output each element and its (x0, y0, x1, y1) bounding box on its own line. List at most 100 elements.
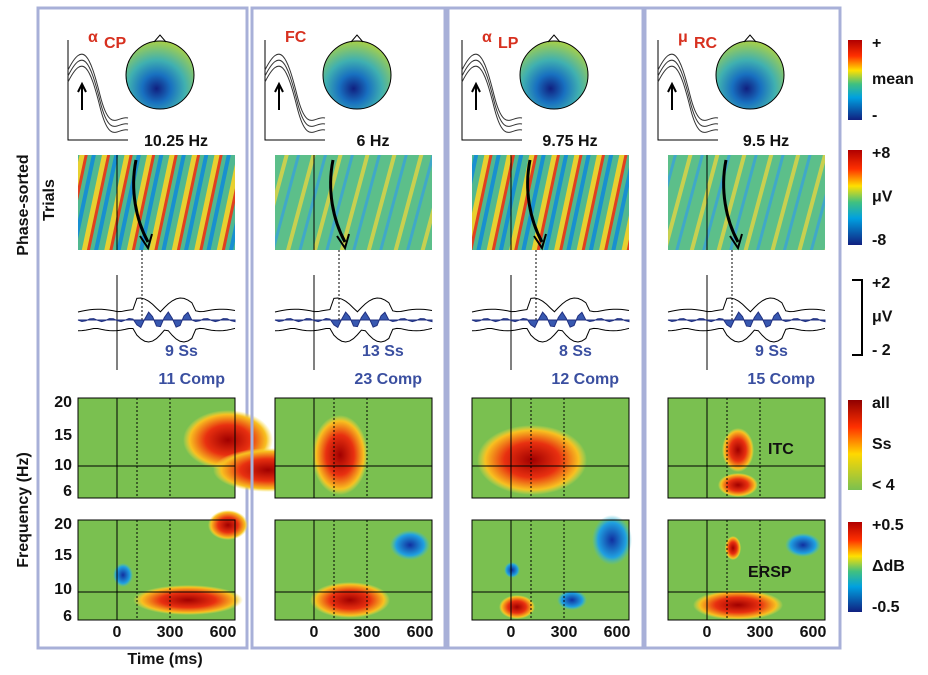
peak-frequency: 9.5 Hz (743, 133, 789, 150)
erp-upper (275, 298, 432, 312)
peak-frequency: 10.25 Hz (144, 133, 208, 150)
inset-arrow (78, 84, 86, 110)
panel-title: α (482, 29, 492, 46)
inset-trace (265, 54, 325, 120)
itc-blob (312, 415, 368, 495)
component-count: 11 Comp (158, 371, 225, 388)
colorbar-middle: mean (872, 71, 914, 88)
x-tick-label: 0 (113, 624, 122, 641)
trials-image (78, 155, 235, 250)
colorbar-bottom: -0.5 (872, 599, 900, 616)
x-tick-label: 0 (507, 624, 516, 641)
x-tick-label: 300 (354, 624, 381, 641)
subject-count: 9 Ss (755, 343, 788, 360)
panel-title-sub: LP (498, 35, 519, 52)
ersp-blob (310, 582, 390, 618)
x-tick-label: 0 (703, 624, 712, 641)
inset-trace (462, 54, 522, 120)
ersp-blob (390, 530, 430, 560)
figure: αCP10.25 Hz9 Ss11 Comp0300600FC6 Hz13 Ss… (0, 0, 928, 675)
inset-trace (68, 66, 128, 132)
colorbar-top: +0.5 (872, 517, 904, 534)
panel-title: μ (678, 29, 688, 46)
erp-mean (472, 312, 629, 327)
y-tick-label: 10 (54, 581, 72, 598)
y-tick-label: 20 (54, 516, 72, 533)
x-tick-label: 300 (157, 624, 184, 641)
side-label: Frequency (Hz) (15, 452, 32, 568)
colorbar-top: +8 (872, 145, 890, 162)
x-tick-label: 600 (604, 624, 631, 641)
x-tick-label: 600 (800, 624, 827, 641)
topo-map (323, 41, 391, 109)
inset-trace (658, 60, 718, 126)
topo-map (716, 41, 784, 109)
erp-mean (78, 312, 235, 327)
colorbar-middle: Ss (872, 436, 892, 453)
side-label: Phase-sorted (15, 154, 32, 255)
colorbar (848, 150, 862, 245)
colorbar-top: +2 (872, 275, 890, 292)
erp-upper (668, 298, 825, 312)
ersp-blob (557, 590, 587, 610)
inset-trace (658, 66, 718, 132)
x-tick-label: 600 (407, 624, 434, 641)
erp-mean (668, 312, 825, 327)
side-label: Trials (41, 179, 58, 221)
erp-upper (472, 298, 629, 312)
component-count: 15 Comp (747, 371, 815, 388)
ersp-blob (208, 510, 248, 540)
inset-trace (462, 60, 522, 126)
ersp-blob (592, 515, 632, 565)
panel-title-sub: RC (694, 35, 718, 52)
component-count: 12 Comp (551, 371, 619, 388)
itc-blob (477, 425, 587, 495)
topo-map (520, 41, 588, 109)
inset-trace (462, 66, 522, 132)
trials-image (472, 155, 629, 250)
row-label: ITC (768, 441, 794, 458)
x-tick-label: 0 (310, 624, 319, 641)
ersp-blob (133, 585, 243, 615)
ersp-blob (113, 563, 133, 587)
colorbar-middle: μV (872, 309, 893, 326)
erp-lower (275, 328, 432, 342)
subject-count: 8 Ss (559, 343, 592, 360)
inset-arrow (275, 84, 283, 110)
side-label: Time (ms) (127, 651, 202, 668)
inset-trace (265, 66, 325, 132)
topo-map (126, 41, 194, 109)
colorbar-top: all (872, 395, 890, 412)
colorbar (848, 400, 862, 490)
y-tick-label: 6 (63, 608, 72, 625)
y-tick-label: 10 (54, 457, 72, 474)
y-tick-label: 15 (54, 427, 72, 444)
y-tick-label: 15 (54, 547, 72, 564)
x-tick-label: 300 (747, 624, 774, 641)
erp-lower (668, 328, 825, 342)
erp-mean (275, 312, 432, 327)
panel-title: FC (285, 29, 307, 46)
x-tick-label: 600 (210, 624, 237, 641)
component-count: 23 Comp (354, 371, 422, 388)
peak-frequency: 6 Hz (357, 133, 390, 150)
inset-arrow (472, 84, 480, 110)
y-tick-label: 20 (54, 394, 72, 411)
inset-trace (68, 60, 128, 126)
colorbar-bottom: < 4 (872, 477, 895, 494)
subject-count: 13 Ss (362, 343, 404, 360)
x-tick-label: 300 (551, 624, 578, 641)
peak-frequency: 9.75 Hz (542, 133, 597, 150)
colorbar-middle: ΔdB (872, 558, 905, 575)
subject-count: 9 Ss (165, 343, 198, 360)
colorbar-middle: μV (872, 189, 893, 206)
trials-image (668, 155, 825, 250)
panel-title: α (88, 29, 98, 46)
inset-arrow (668, 84, 676, 110)
colorbar-bottom: -8 (872, 232, 886, 249)
erp-upper (78, 298, 235, 312)
colorbar-bottom: - (872, 107, 877, 124)
colorbar (848, 522, 862, 612)
y-tick-label: 6 (63, 483, 72, 500)
scale-bracket (852, 280, 862, 355)
